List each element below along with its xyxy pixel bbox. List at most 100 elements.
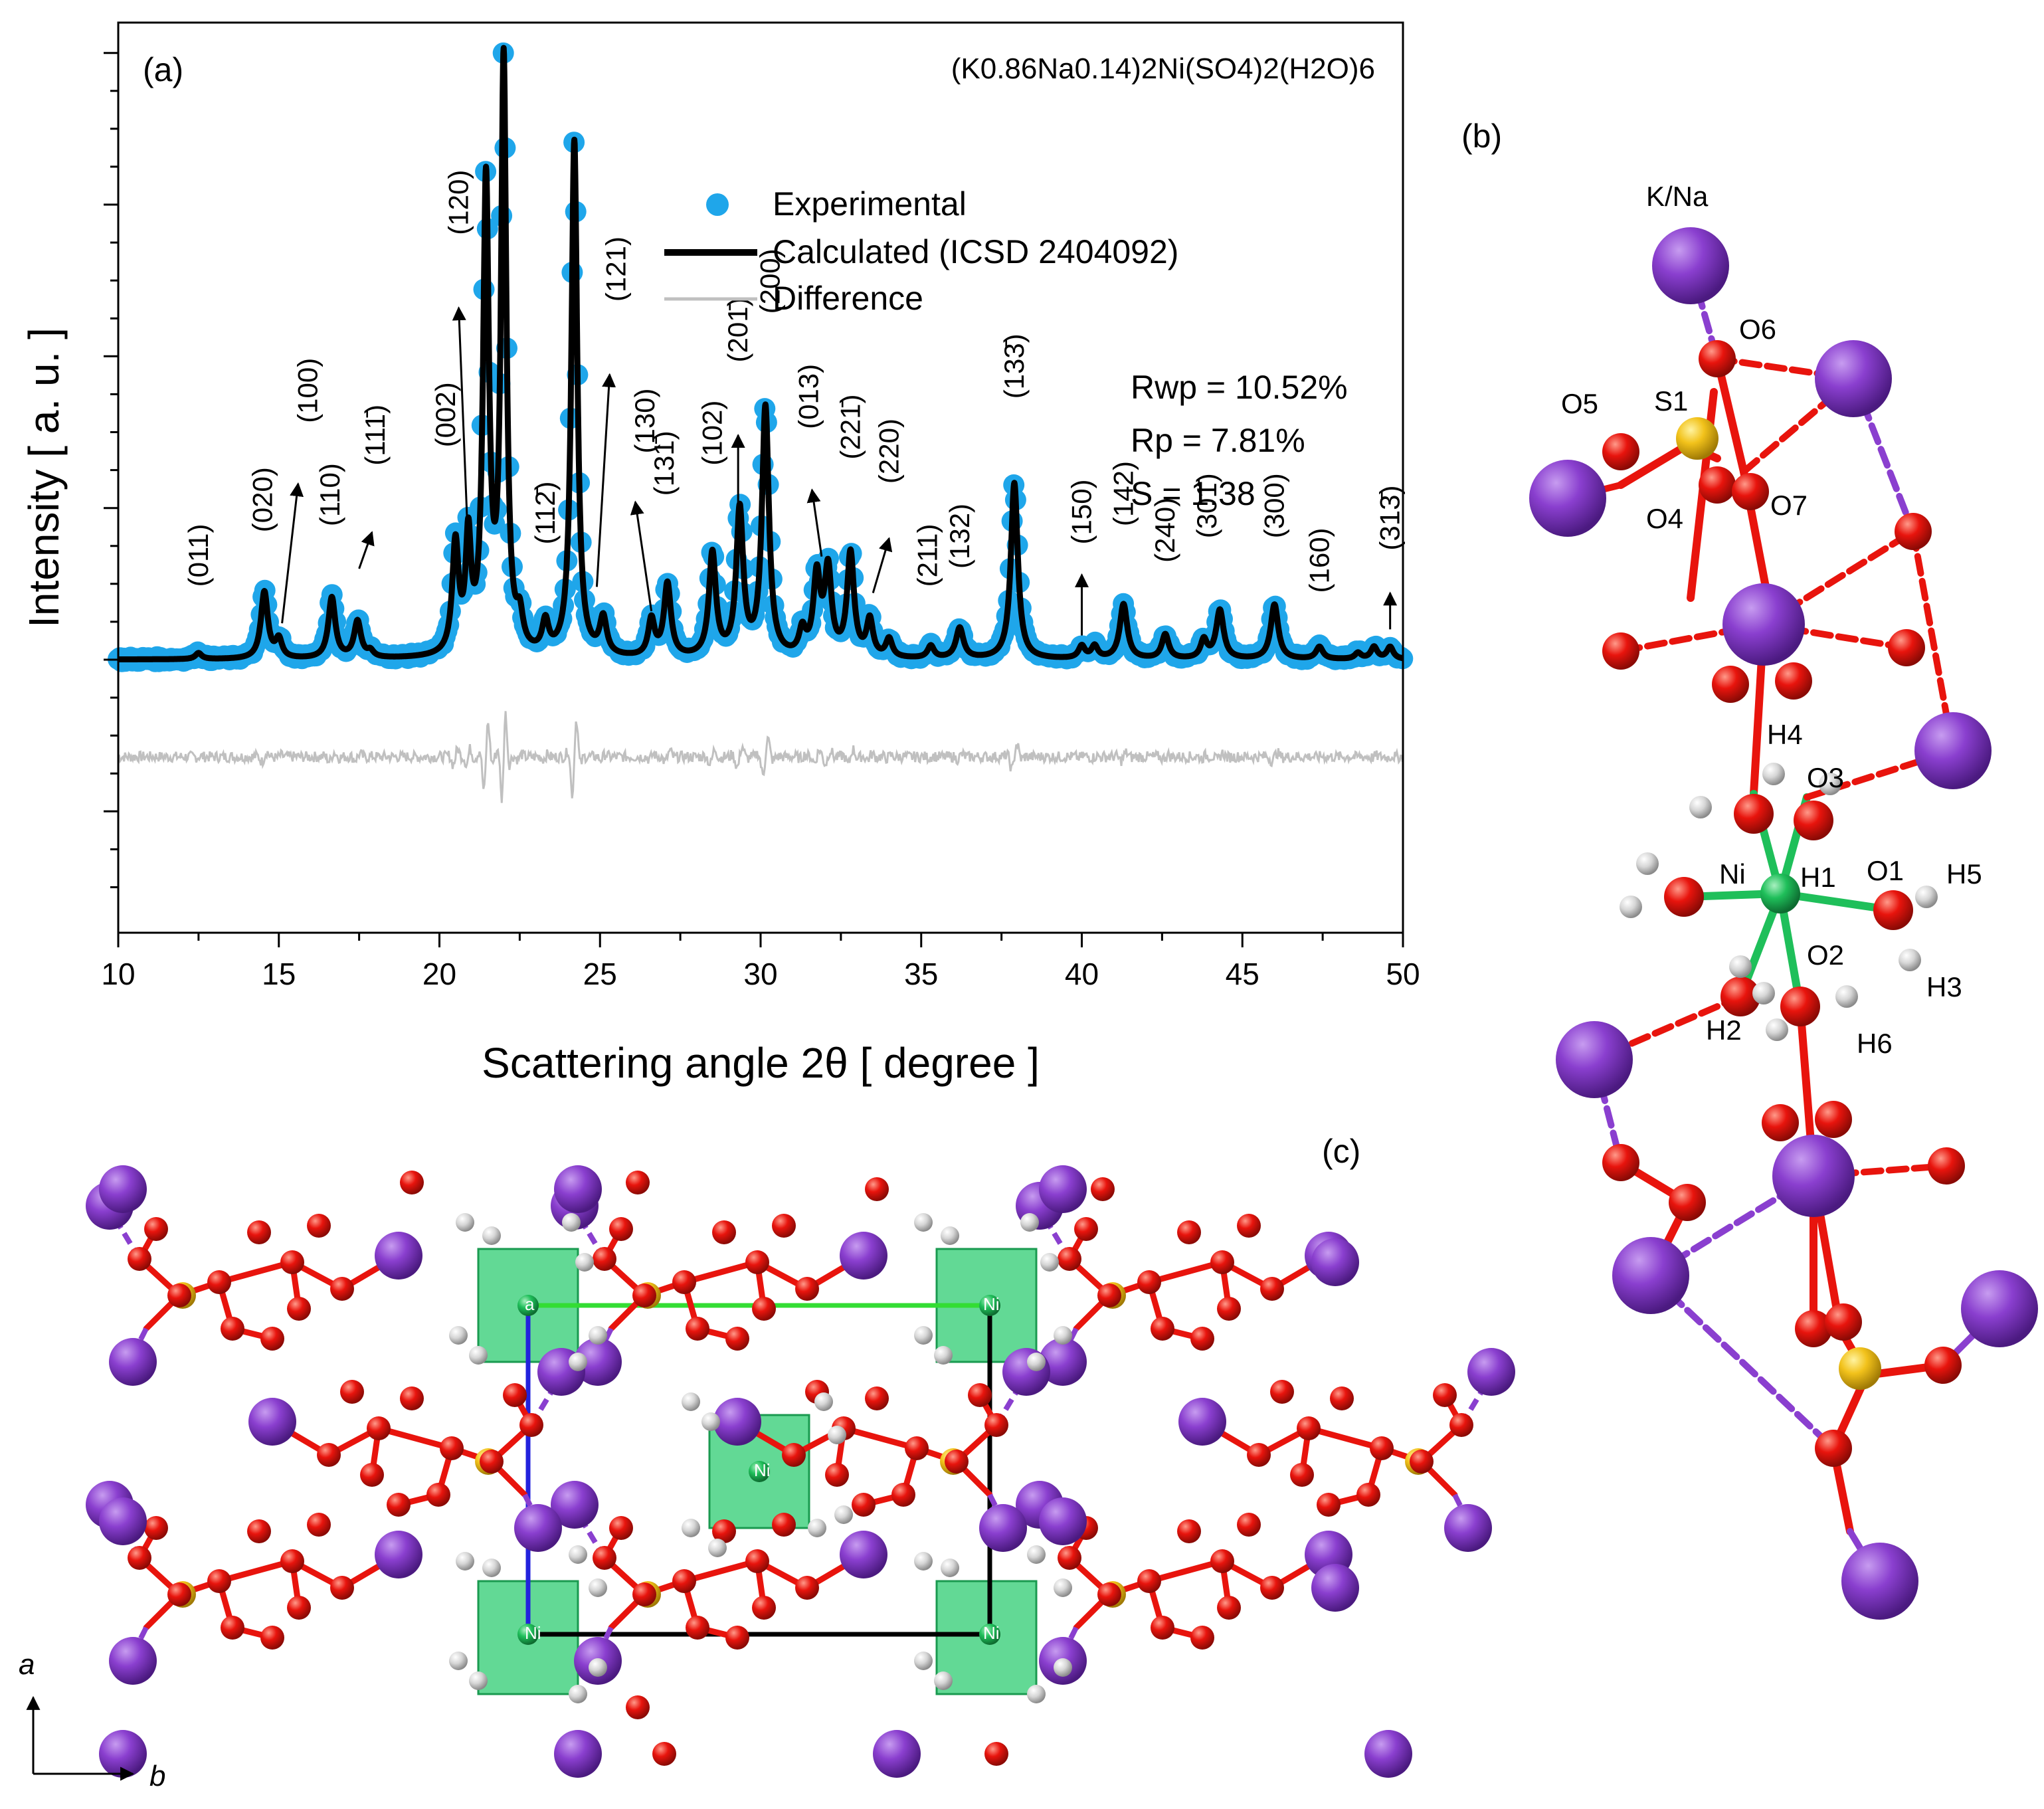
packing-hydrogen <box>575 1253 594 1272</box>
packing-hydrogen <box>1027 1685 1046 1703</box>
packing-oxygen <box>400 1386 424 1410</box>
cell-label: Ni <box>983 1623 1000 1643</box>
potassium-atom <box>1772 1135 1855 1217</box>
packing-potassium <box>1467 1348 1515 1396</box>
axis-indicator: a b <box>19 1648 165 1792</box>
peak-label: (240) <box>1149 498 1180 563</box>
atom-label: H6 <box>1857 1028 1893 1059</box>
peak-label: (110) <box>314 463 345 526</box>
peak-label: (142) <box>1107 461 1139 526</box>
packing-oxygen <box>1247 1443 1271 1467</box>
peak-label: (160) <box>1303 527 1335 593</box>
axis-a-label: a <box>19 1648 35 1681</box>
packing-oxygen <box>367 1416 391 1440</box>
hydrogen-atom <box>1620 896 1642 918</box>
packing-oxygen <box>609 1217 633 1241</box>
nickel-atom <box>1760 874 1800 913</box>
oxygen-atom <box>1602 1144 1639 1181</box>
packing-bond <box>1146 1259 1226 1285</box>
oxygen-atom <box>1795 1310 1832 1347</box>
peak-label: (300) <box>1259 473 1290 538</box>
packing-oxygen <box>712 1220 736 1244</box>
packing-oxygen <box>247 1519 271 1543</box>
hydrogen-atom <box>1762 763 1785 785</box>
packing-oxygen <box>1058 1247 1081 1271</box>
legend-marker-experimental <box>706 193 729 216</box>
packing-hydrogen <box>589 1658 607 1677</box>
packing-hydrogen <box>1027 1545 1046 1564</box>
potassium-atom <box>1612 1237 1689 1314</box>
packing-hydrogen <box>814 1392 833 1411</box>
peak-label: (132) <box>944 504 975 569</box>
packing-oxygen <box>672 1270 696 1294</box>
packing-potassium <box>873 1730 921 1778</box>
packing-oxygen <box>360 1463 384 1487</box>
packing-oxygen <box>503 1383 527 1407</box>
packing-potassium <box>1311 1238 1359 1286</box>
packing-hydrogen <box>482 1226 501 1245</box>
peak-label: (221̄) <box>834 395 866 460</box>
packing-hydrogen <box>808 1519 826 1537</box>
packing-oxygen <box>167 1284 191 1307</box>
hydrogen-atom <box>1819 773 1841 795</box>
atom-label: H5 <box>1946 858 1982 890</box>
peak-label: (150) <box>1066 479 1097 544</box>
packing-potassium <box>1178 1398 1226 1446</box>
packing-potassium <box>109 1338 157 1386</box>
packing-oxygen <box>652 1742 676 1766</box>
packing-oxygen <box>1177 1519 1201 1543</box>
packing-oxygen <box>1137 1270 1161 1294</box>
peak-arrow <box>630 500 653 612</box>
packing-bond <box>840 1425 920 1452</box>
oxygen-atom <box>1815 1101 1852 1138</box>
packing-hydrogen <box>834 1505 853 1524</box>
bond <box>1647 1272 1837 1452</box>
packing-bond <box>375 1425 455 1452</box>
packing-oxygen <box>1217 1297 1241 1321</box>
potassium-atom <box>1841 1543 1918 1620</box>
packing-oxygen <box>1190 1626 1214 1650</box>
atom-label: H1 <box>1800 862 1836 893</box>
peak-label: (220) <box>873 419 904 484</box>
packing-oxygen <box>745 1549 769 1573</box>
packing-potassium <box>99 1497 147 1545</box>
atom-label: S1 <box>1654 385 1688 417</box>
packing-hydrogen <box>914 1326 933 1345</box>
packing-oxygen <box>144 1516 168 1540</box>
packing-hydrogen <box>1020 1213 1039 1232</box>
atom-label: Ni <box>1719 858 1746 890</box>
packing-hydrogen <box>589 1578 607 1597</box>
bond <box>1713 355 1748 476</box>
peak-arrow <box>806 488 823 557</box>
packing-bond <box>681 1259 761 1285</box>
packing-oxygen <box>1058 1546 1081 1570</box>
packing-nickel <box>979 1295 1000 1316</box>
packing-oxygen <box>260 1327 284 1351</box>
packing-hydrogen <box>562 1213 581 1232</box>
packing-oxygen <box>632 1284 656 1307</box>
chart-title: (K0.86Na0.14)2Ni(SO4)2(H2O)6 <box>951 52 1375 85</box>
packing-oxygen <box>1410 1450 1434 1474</box>
crystal-packing-panel: (c) a Ni Ni Ni Ni a b <box>19 1133 1515 1792</box>
peak-label: (121) <box>600 237 631 302</box>
packing-oxygen <box>260 1626 284 1650</box>
packing-potassium <box>554 1730 602 1778</box>
panel-label-b: (b) <box>1461 118 1502 155</box>
oxygen-atom <box>1924 1347 1962 1384</box>
oxygen-atom <box>1664 877 1704 917</box>
packing-hydrogen <box>708 1539 727 1557</box>
packing-potassium <box>979 1504 1027 1552</box>
oxygen-atom <box>1888 629 1925 666</box>
packing-hydrogen <box>456 1213 474 1232</box>
x-tick-label: 20 <box>422 957 456 991</box>
packing-oxygen <box>280 1250 304 1274</box>
oxygen-atom <box>1699 340 1736 377</box>
packing-potassium <box>574 1338 622 1386</box>
packing-oxygen <box>280 1549 304 1573</box>
peak-label: (313̄) <box>1374 486 1406 551</box>
packing-hydrogen <box>941 1559 959 1577</box>
oxygen-atom <box>1815 1430 1852 1467</box>
atom-label: O4 <box>1646 503 1683 534</box>
packing-oxygen <box>865 1177 889 1201</box>
oxygen-atom <box>1720 977 1760 1016</box>
